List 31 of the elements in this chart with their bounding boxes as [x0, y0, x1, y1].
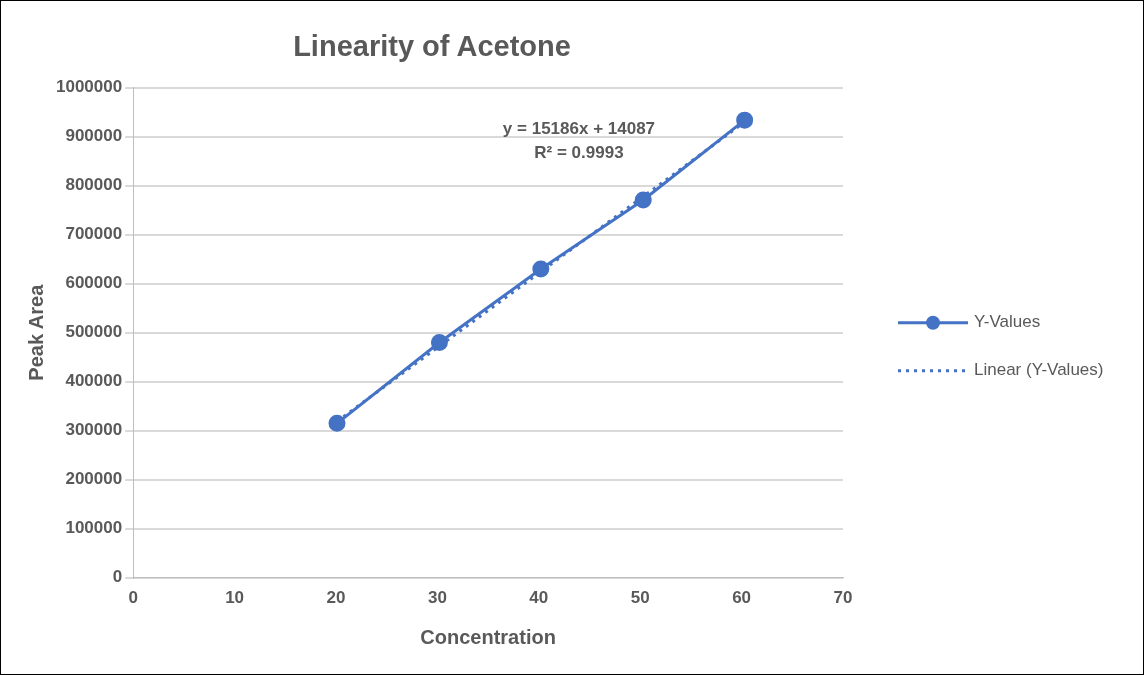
x-axis-title: Concentration	[420, 625, 556, 648]
x-tick-label: 30	[427, 588, 447, 608]
point	[634, 191, 652, 209]
legend-label: Y-Values	[974, 312, 1041, 332]
y-tick-label: 0	[112, 567, 123, 587]
y-tick-label: 500000	[65, 322, 123, 342]
y-axis-title: Peak Area	[24, 283, 47, 381]
point	[532, 260, 550, 278]
x-tick-label: 20	[326, 588, 346, 608]
x-tick-label: 50	[630, 588, 650, 608]
point	[328, 414, 346, 432]
y-tick-label: 600000	[65, 273, 123, 293]
y-tick-label: 200000	[65, 469, 123, 489]
x-tick-label: 0	[128, 588, 138, 608]
x-tick-label: 10	[225, 588, 245, 608]
x-tick-label: 40	[529, 588, 549, 608]
y-tick-label: 100000	[65, 518, 123, 538]
annotation: y = 15186x + 14087	[502, 118, 656, 138]
point	[430, 334, 448, 351]
point	[736, 111, 754, 129]
y-tick-label: 300000	[65, 420, 123, 440]
legend-label: Linear (Y-Values)	[974, 360, 1104, 380]
y-tick-label: 900000	[65, 126, 123, 146]
x-tick-label: 60	[732, 588, 752, 608]
annotation: R² = 0.9993	[534, 142, 624, 162]
chart-title: Linearity of Acetone	[293, 30, 571, 63]
y-tick-label: 1000000	[55, 77, 123, 97]
y-tick-label: 700000	[65, 224, 123, 244]
x-tick-label: 70	[833, 588, 853, 608]
y-tick-label: 800000	[65, 175, 123, 195]
y-tick-label: 400000	[65, 371, 123, 391]
